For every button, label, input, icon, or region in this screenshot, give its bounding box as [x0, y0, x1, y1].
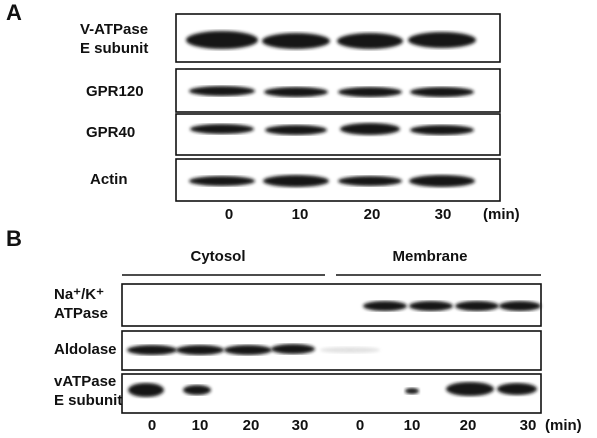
row-label: ATPase: [54, 305, 108, 322]
row-label: Aldolase: [54, 341, 117, 358]
row-label: E subunit: [80, 40, 148, 57]
row-label: vATPase: [54, 373, 116, 390]
lane-label: 10: [192, 417, 209, 434]
lane-label: 0: [356, 417, 364, 434]
lane-label: 0: [225, 206, 233, 223]
group-label: Cytosol: [190, 248, 245, 265]
lane-label: 20: [460, 417, 477, 434]
lane-label: 0: [148, 417, 156, 434]
lane-label: 10: [292, 206, 309, 223]
panel-label: B: [6, 226, 22, 251]
unit-label: (min): [545, 417, 582, 434]
row-label: GPR120: [86, 83, 144, 100]
row-label: GPR40: [86, 124, 135, 141]
row-label: E subunit: [54, 392, 122, 409]
row-label: V-ATPase: [80, 21, 148, 38]
bands: [186, 31, 476, 187]
lane-label: 20: [364, 206, 381, 223]
lane-label: 30: [435, 206, 452, 223]
bands: [127, 301, 541, 397]
lane-label: 10: [404, 417, 421, 434]
row-label: Actin: [90, 171, 128, 188]
lane-label: 30: [520, 417, 537, 434]
lane-label: 20: [243, 417, 260, 434]
panel-label: A: [6, 0, 22, 25]
row-label: Na⁺/K⁺: [54, 286, 104, 303]
lane-label: 30: [292, 417, 309, 434]
group-label: Membrane: [392, 248, 467, 265]
unit-label: (min): [483, 206, 520, 223]
